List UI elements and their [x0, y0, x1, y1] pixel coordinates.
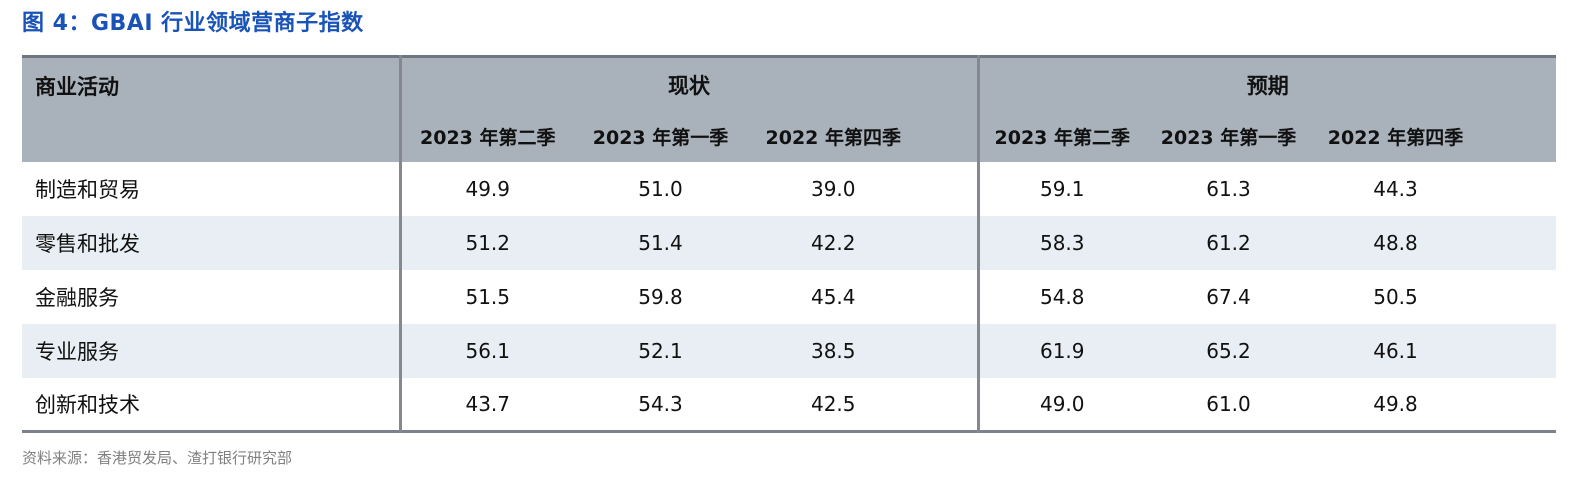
table-row-manufacturing-trade: 制造和贸易 49.9 51.0 39.0 59.1 61.3 44.3: [22, 161, 1556, 216]
figure-title: 图 4：GBAI 行业领域营商子指数: [22, 11, 364, 36]
value-cell: 50.5: [1312, 269, 1556, 324]
value-cell: 51.5: [398, 269, 574, 324]
column-header-expected-q2-2023: 2023 年第二季: [976, 111, 1145, 162]
value-cell: 61.0: [1145, 377, 1312, 432]
value-cell: 38.5: [747, 323, 978, 378]
value-cell: 52.1: [574, 323, 747, 378]
value-cell: 67.4: [1145, 269, 1312, 324]
value-cell: 44.3: [1312, 161, 1556, 216]
value-cell: 61.2: [1145, 215, 1312, 270]
table-row-financial-services: 金融服务 51.5 59.8 45.4 54.8 67.4 50.5: [22, 269, 1556, 324]
value-cell: 54.8: [976, 269, 1145, 324]
value-cell: 59.8: [574, 269, 747, 324]
value-cell: 65.2: [1145, 323, 1312, 378]
column-header-expected-q4-2022: 2022 年第四季: [1312, 111, 1556, 162]
value-cell: 46.1: [1312, 323, 1556, 378]
value-cell: 61.9: [976, 323, 1145, 378]
value-cell: 45.4: [747, 269, 978, 324]
group-header-expected: 预期: [976, 56, 1556, 112]
quarter-header-row: 2023 年第二季 2023 年第一季 2022 年第四季 2023 年第二季 …: [22, 111, 1556, 162]
column-header-current-q2-2023: 2023 年第二季: [398, 111, 574, 162]
column-header-business-activity: 商业活动: [22, 56, 400, 162]
value-cell: 58.3: [976, 215, 1145, 270]
value-cell: 48.8: [1312, 215, 1556, 270]
value-cell: 61.3: [1145, 161, 1312, 216]
table-row-retail-wholesale: 零售和批发 51.2 51.4 42.2 58.3 61.2 48.8: [22, 215, 1556, 270]
row-label: 制造和贸易: [22, 161, 400, 216]
value-cell: 59.1: [976, 161, 1145, 216]
row-label: 创新和技术: [22, 377, 400, 432]
group-header-row: 商业活动 现状 预期: [22, 56, 1556, 162]
gbai-subindex-table: 商业活动 现状 预期 2023 年第二季 2023 年第一季 2022 年第四季…: [22, 55, 1556, 433]
data-source-note: 资料来源：香港贸发局、渣打银行研究部: [22, 449, 293, 467]
value-cell: 56.1: [398, 323, 574, 378]
value-cell: 42.5: [747, 377, 978, 432]
value-cell: 51.0: [574, 161, 747, 216]
value-cell: 43.7: [398, 377, 574, 432]
table-row-professional-services: 专业服务 56.1 52.1 38.5 61.9 65.2 46.1: [22, 323, 1556, 378]
table-body: 制造和贸易 49.9 51.0 39.0 59.1 61.3 44.3 零售和批…: [22, 161, 1556, 432]
value-cell: 42.2: [747, 215, 978, 270]
value-cell: 39.0: [747, 161, 978, 216]
row-label: 专业服务: [22, 323, 400, 378]
value-cell: 49.8: [1312, 377, 1556, 432]
group-header-current: 现状: [398, 56, 978, 112]
row-label: 零售和批发: [22, 215, 400, 270]
column-header-expected-q1-2023: 2023 年第一季: [1145, 111, 1312, 162]
column-header-current-q4-2022: 2022 年第四季: [747, 111, 978, 162]
table-header: 商业活动 现状 预期 2023 年第二季 2023 年第一季 2022 年第四季…: [22, 56, 1556, 162]
value-cell: 49.9: [398, 161, 574, 216]
value-cell: 54.3: [574, 377, 747, 432]
value-cell: 49.0: [976, 377, 1145, 432]
row-label: 金融服务: [22, 269, 400, 324]
value-cell: 51.4: [574, 215, 747, 270]
column-header-current-q1-2023: 2023 年第一季: [574, 111, 747, 162]
value-cell: 51.2: [398, 215, 574, 270]
table-row-innovation-technology: 创新和技术 43.7 54.3 42.5 49.0 61.0 49.8: [22, 377, 1556, 432]
